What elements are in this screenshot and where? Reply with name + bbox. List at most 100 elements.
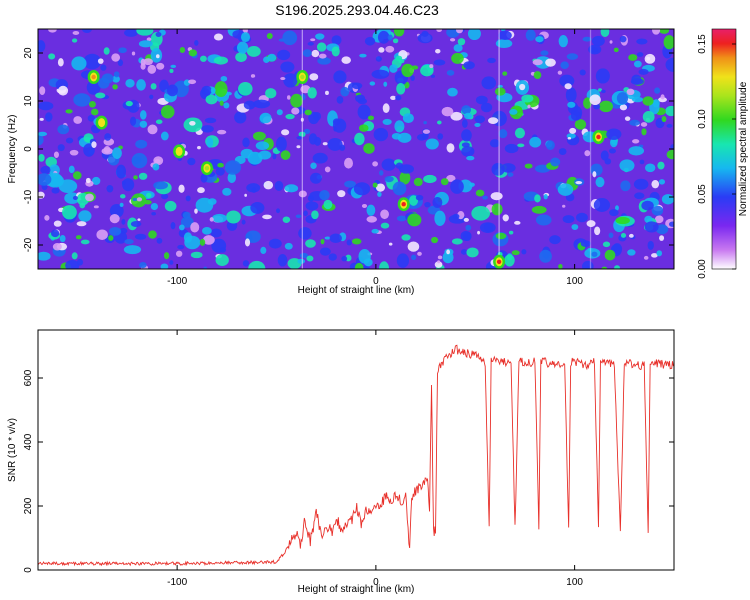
heatmap-cell bbox=[78, 210, 92, 222]
heatmap-cell bbox=[220, 75, 228, 82]
heatmap-cell bbox=[250, 74, 256, 78]
heatmap-cell bbox=[474, 115, 486, 124]
heatmap-cell bbox=[644, 163, 656, 173]
heatmap-cell bbox=[112, 84, 118, 90]
heatmap-cell bbox=[646, 56, 651, 61]
heatmap-cell bbox=[267, 53, 277, 62]
heatmap-cell bbox=[202, 226, 212, 235]
heatmap-cell bbox=[341, 56, 351, 64]
heatmap-cell bbox=[332, 118, 347, 133]
heatmap-cell bbox=[491, 203, 503, 216]
heatmap-cell bbox=[214, 81, 228, 98]
heatmap-cell bbox=[598, 88, 603, 92]
heatmap-cell bbox=[494, 87, 506, 96]
heatmap-cell bbox=[38, 173, 52, 186]
heatmap-cell bbox=[504, 254, 515, 267]
heatmap-cell bbox=[307, 41, 314, 46]
heatmap-cell bbox=[147, 64, 157, 74]
heatmap-cell bbox=[139, 262, 147, 269]
heatmap-cell bbox=[633, 178, 649, 190]
heatmap-cell bbox=[593, 198, 611, 212]
heatmap-cell bbox=[160, 263, 169, 269]
heatmap-cell bbox=[217, 129, 227, 135]
heatmap-cell bbox=[525, 29, 536, 41]
heatmap-cell bbox=[331, 46, 340, 57]
heatmap-cell bbox=[139, 120, 148, 128]
heatmap-cell bbox=[654, 87, 661, 94]
heatmap-hotspot bbox=[596, 134, 601, 140]
heatmap-cell bbox=[490, 192, 503, 201]
heatmap-cell bbox=[659, 235, 665, 241]
heatmap-cell bbox=[203, 266, 207, 269]
heatmap-cell bbox=[417, 32, 433, 44]
heatmap-cell bbox=[200, 173, 208, 183]
heatmap-cell bbox=[119, 194, 126, 199]
heatmap-cell bbox=[543, 194, 548, 200]
heatmap-cell bbox=[477, 230, 481, 235]
heatmap-y-axis-label: Frequency (Hz) bbox=[7, 115, 18, 184]
heatmap-cell bbox=[151, 212, 156, 216]
heatmap-cell bbox=[351, 238, 362, 245]
heatmap-cell bbox=[604, 249, 616, 261]
heatmap-cell bbox=[589, 94, 601, 106]
heatmap-cell bbox=[657, 161, 665, 170]
heatmap-cell bbox=[95, 92, 106, 99]
heatmap-cell bbox=[131, 51, 136, 56]
heatmap-cell bbox=[670, 144, 674, 150]
heatmap-cell bbox=[615, 205, 619, 211]
heatmap-cell bbox=[375, 56, 382, 62]
heatmap-cell bbox=[39, 86, 46, 95]
heatmap-cell bbox=[38, 40, 46, 52]
heatmap-cell bbox=[303, 128, 311, 135]
heatmap-hotspot bbox=[176, 149, 182, 154]
heatmap-cell bbox=[488, 117, 499, 125]
heatmap-cell bbox=[380, 222, 390, 229]
heatmap-cell bbox=[601, 89, 606, 94]
heatmap-cell bbox=[108, 235, 114, 241]
heatmap-cell bbox=[72, 195, 78, 200]
heatmap-cell bbox=[132, 197, 138, 202]
heatmap-cell bbox=[51, 187, 60, 194]
heatmap-cell bbox=[244, 193, 247, 197]
heatmap-cell bbox=[395, 95, 402, 101]
heatmap-cell bbox=[252, 131, 266, 141]
heatmap-cell bbox=[382, 103, 390, 113]
heatmap-cell bbox=[358, 124, 369, 132]
heatmap-cell bbox=[119, 202, 124, 208]
heatmap-cell bbox=[91, 176, 101, 185]
heatmap-cell bbox=[559, 74, 575, 88]
heatmap-cell bbox=[450, 111, 463, 121]
heatmap-cell bbox=[462, 119, 468, 128]
heatmap-cell bbox=[480, 102, 493, 113]
heatmap-cell bbox=[647, 240, 654, 250]
heatmap-cell bbox=[451, 52, 464, 64]
heatmap-cell bbox=[524, 163, 533, 169]
heatmap-y-tick-label: 20 bbox=[23, 47, 34, 59]
heatmap-cell bbox=[384, 176, 394, 183]
heatmap-cell bbox=[149, 94, 154, 100]
heatmap-hotspot bbox=[99, 120, 104, 125]
colorbar-tick-label: 0.10 bbox=[697, 109, 708, 129]
heatmap-cell bbox=[624, 116, 631, 121]
heatmap-cell bbox=[57, 58, 64, 67]
heatmap-cell bbox=[306, 255, 314, 262]
heatmap-cell bbox=[297, 258, 306, 264]
heatmap-cell bbox=[324, 90, 329, 95]
heatmap-cell bbox=[392, 181, 407, 196]
heatmap-cell bbox=[644, 221, 659, 233]
heatmap-cell bbox=[291, 107, 300, 115]
heatmap-cell bbox=[272, 153, 277, 160]
heatmap-cell bbox=[83, 53, 102, 70]
heatmap-cell bbox=[517, 143, 525, 148]
heatmap-cell bbox=[124, 29, 138, 37]
heatmap-cell bbox=[180, 216, 194, 228]
heatmap-y-tick-label: 0 bbox=[23, 146, 34, 152]
heatmap-cell bbox=[129, 116, 137, 126]
heatmap-cell bbox=[243, 100, 256, 110]
heatmap-cell bbox=[315, 33, 325, 40]
heatmap-cell bbox=[311, 210, 319, 220]
heatmap-cell bbox=[153, 156, 164, 166]
heatmap-cell bbox=[255, 141, 270, 150]
heatmap-cell bbox=[375, 183, 386, 192]
heatmap-cell bbox=[613, 47, 619, 53]
